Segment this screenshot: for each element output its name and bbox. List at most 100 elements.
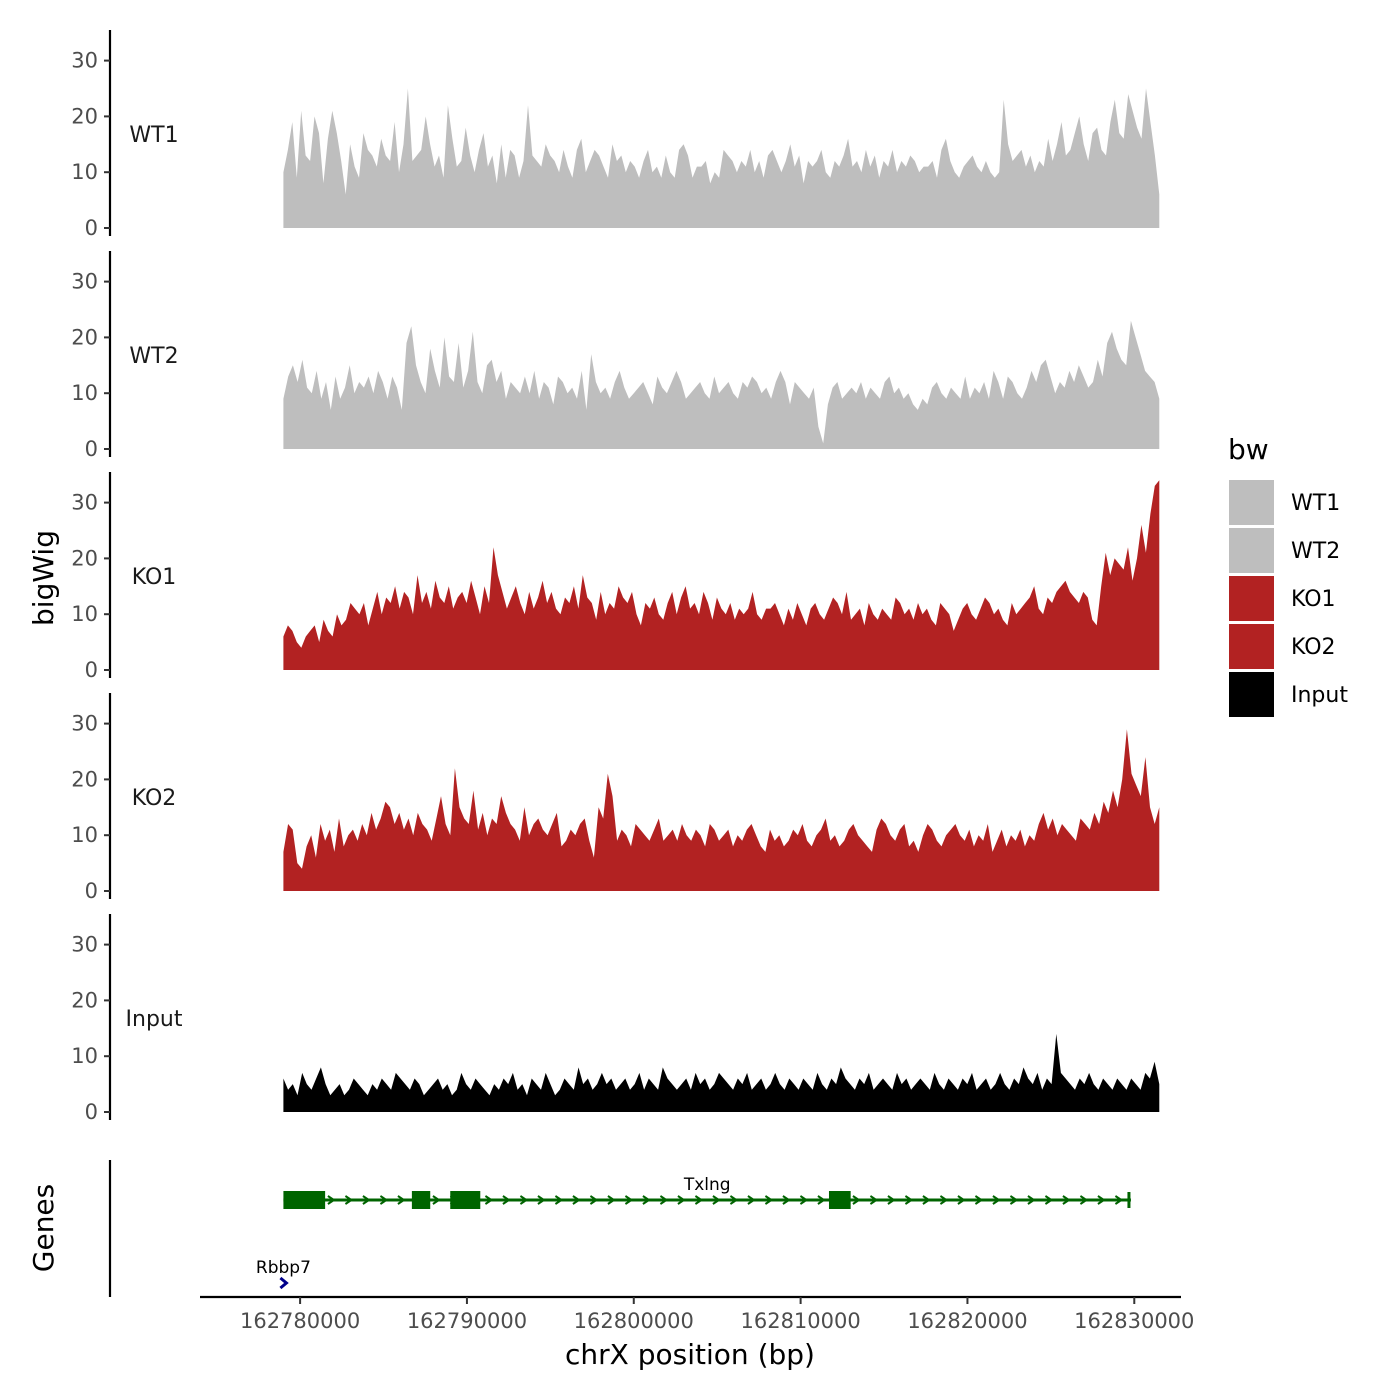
gene-txlng-strand-arrow — [764, 1195, 774, 1205]
gene-txlng-strand-arrow — [502, 1195, 511, 1205]
gene-txlng-strand-arrow — [344, 1195, 354, 1205]
gene-txlng-strand-arrow — [484, 1195, 494, 1205]
gene-txlng-strand-arrow — [939, 1195, 949, 1205]
track-wt2-area — [283, 320, 1160, 449]
gene-txlng-strand-arrow — [362, 1195, 371, 1205]
track-input-y-tick-label: 20 — [71, 988, 98, 1012]
gene-txlng-strand-arrow — [852, 1195, 861, 1205]
legend-title: bw — [1228, 433, 1269, 466]
gene-txlng-strand-arrow — [1079, 1195, 1089, 1205]
x-tick-label: 162830000 — [1074, 1309, 1194, 1333]
gene-txlng-label: Txlng — [683, 1175, 731, 1195]
gene-txlng-strand-arrow — [1097, 1195, 1106, 1205]
track-input-y-tick-label: 0 — [85, 1100, 98, 1124]
gene-txlng-strand-arrow — [519, 1195, 529, 1205]
track-ko2-y-tick-label: 10 — [71, 823, 98, 847]
gene-txlng-strand-arrow — [397, 1195, 406, 1205]
gene-txlng-strand-arrow — [694, 1195, 704, 1205]
gene-txlng-strand-arrow — [677, 1195, 686, 1205]
gene-txlng-strand-arrow — [712, 1195, 721, 1205]
gene-rbbp7-label: Rbbp7 — [256, 1258, 311, 1278]
gene-txlng-strand-arrow — [1027, 1195, 1036, 1205]
gene-txlng-exon — [411, 1191, 431, 1209]
track-wt2-y-tick-label: 20 — [71, 325, 98, 349]
legend-label-wt2: WT2 — [1291, 539, 1340, 564]
track-wt2-y-tick-label: 10 — [71, 381, 98, 405]
track-ko2-y-tick-label: 20 — [71, 767, 98, 791]
gene-txlng-strand-arrow — [642, 1195, 651, 1205]
gene-txlng-strand-arrow — [432, 1195, 441, 1205]
legend-swatch-ko2 — [1229, 624, 1274, 669]
gene-txlng-strand-arrow — [817, 1195, 826, 1205]
gene-txlng-strand-arrow — [904, 1195, 914, 1205]
track-ko2-y-tick-label: 30 — [71, 712, 98, 736]
track-wt2: 0 10 20 30 WT2 — [71, 251, 1160, 461]
track-wt1-area — [283, 88, 1160, 228]
x-tick-label: 162810000 — [740, 1309, 860, 1333]
track-wt1-y-tick-label: 0 — [85, 216, 98, 240]
gene-txlng-exon — [450, 1191, 481, 1209]
gene-txlng-strand-arrow — [537, 1195, 546, 1205]
legend: bw WT1 WT2 KO1 KO2 Input — [1228, 433, 1348, 717]
track-ko1-y-tick-label: 30 — [71, 491, 98, 515]
track-input-y-tick-label: 30 — [71, 933, 98, 957]
track-input: 0 10 20 30 Input — [71, 914, 1160, 1124]
legend-swatch-wt1 — [1229, 480, 1274, 525]
track-wt1-y-tick-label: 30 — [71, 49, 98, 73]
legend-swatch-ko1 — [1229, 576, 1274, 621]
gene-txlng-exon — [828, 1191, 851, 1209]
x-tick-label: 162780000 — [240, 1309, 360, 1333]
gene-txlng-strand-arrow — [974, 1195, 984, 1205]
gene-txlng-strand-arrow — [1044, 1195, 1054, 1205]
track-wt2-label: WT2 — [129, 344, 178, 369]
track-wt1-y-tick-label: 20 — [71, 104, 98, 128]
track-input-area — [283, 1033, 1160, 1112]
track-input-y-tick-label: 10 — [71, 1044, 98, 1068]
gene-txlng-strand-arrow — [869, 1195, 879, 1205]
gene-txlng-strand-arrow — [554, 1195, 564, 1205]
legend-label-wt1: WT1 — [1291, 491, 1340, 516]
gene-txlng-strand-arrow — [327, 1195, 336, 1205]
x-tick-label: 162800000 — [574, 1309, 694, 1333]
track-wt2-y-tick-label: 0 — [85, 437, 98, 461]
x-tick-label: 162820000 — [907, 1309, 1027, 1333]
track-ko1-y-tick-label: 20 — [71, 546, 98, 570]
legend-label-input: Input — [1291, 683, 1348, 708]
x-axis: 162780000 162790000 162800000 162810000 1628… — [200, 1295, 1194, 1333]
gene-txlng-strand-arrow — [589, 1195, 599, 1205]
track-input-label: Input — [126, 1007, 183, 1032]
coverage-tracks: 0 10 20 30 WT1 0 10 20 30 WT2 0 10 20 30 KO1 0 10 20 30 KO2… — [71, 30, 1160, 1124]
gene-rbbp7-strand-arrow — [279, 1276, 289, 1290]
gene-txlng-strand-arrow — [607, 1195, 616, 1205]
track-wt1: 0 10 20 30 WT1 — [71, 30, 1160, 240]
legend-label-ko2: KO2 — [1291, 635, 1336, 660]
track-ko1-y-tick-label: 10 — [71, 602, 98, 626]
gene-txlng-strand-arrow — [729, 1195, 739, 1205]
track-wt2-y-tick-label: 30 — [71, 270, 98, 294]
y-axis-title: bigWig — [27, 530, 60, 626]
gene-txlng-strand-arrow — [957, 1195, 966, 1205]
gene-txlng-strand-arrow — [922, 1195, 931, 1205]
track-ko2-area — [283, 729, 1160, 891]
x-axis-title: chrX position (bp) — [565, 1338, 815, 1371]
gene-txlng: Txlng — [283, 1175, 1131, 1209]
gene-track: Txlng Rbbp7 — [108, 1160, 1131, 1297]
gene-rbbp7: Rbbp7 — [256, 1258, 311, 1290]
gene-txlng-strand-arrow — [379, 1195, 389, 1205]
gene-txlng-strand-arrow — [624, 1195, 634, 1205]
gene-txlng-strand-arrow — [572, 1195, 581, 1205]
track-ko1-label: KO1 — [132, 565, 177, 590]
track-ko1-y-tick-label: 0 — [85, 658, 98, 682]
gene-txlng-strand-arrow — [1009, 1195, 1019, 1205]
track-ko1: 0 10 20 30 KO1 — [71, 472, 1160, 682]
gene-txlng-strand-arrow — [782, 1195, 791, 1205]
track-ko2-label: KO2 — [132, 786, 177, 811]
gene-txlng-strand-arrow — [747, 1195, 756, 1205]
gene-txlng-strand-arrow — [1114, 1195, 1124, 1205]
gene-txlng-strand-arrow — [887, 1195, 896, 1205]
legend-swatch-wt2 — [1229, 528, 1274, 573]
gene-txlng-strand-arrow — [799, 1195, 809, 1205]
track-wt1-label: WT1 — [129, 123, 178, 148]
